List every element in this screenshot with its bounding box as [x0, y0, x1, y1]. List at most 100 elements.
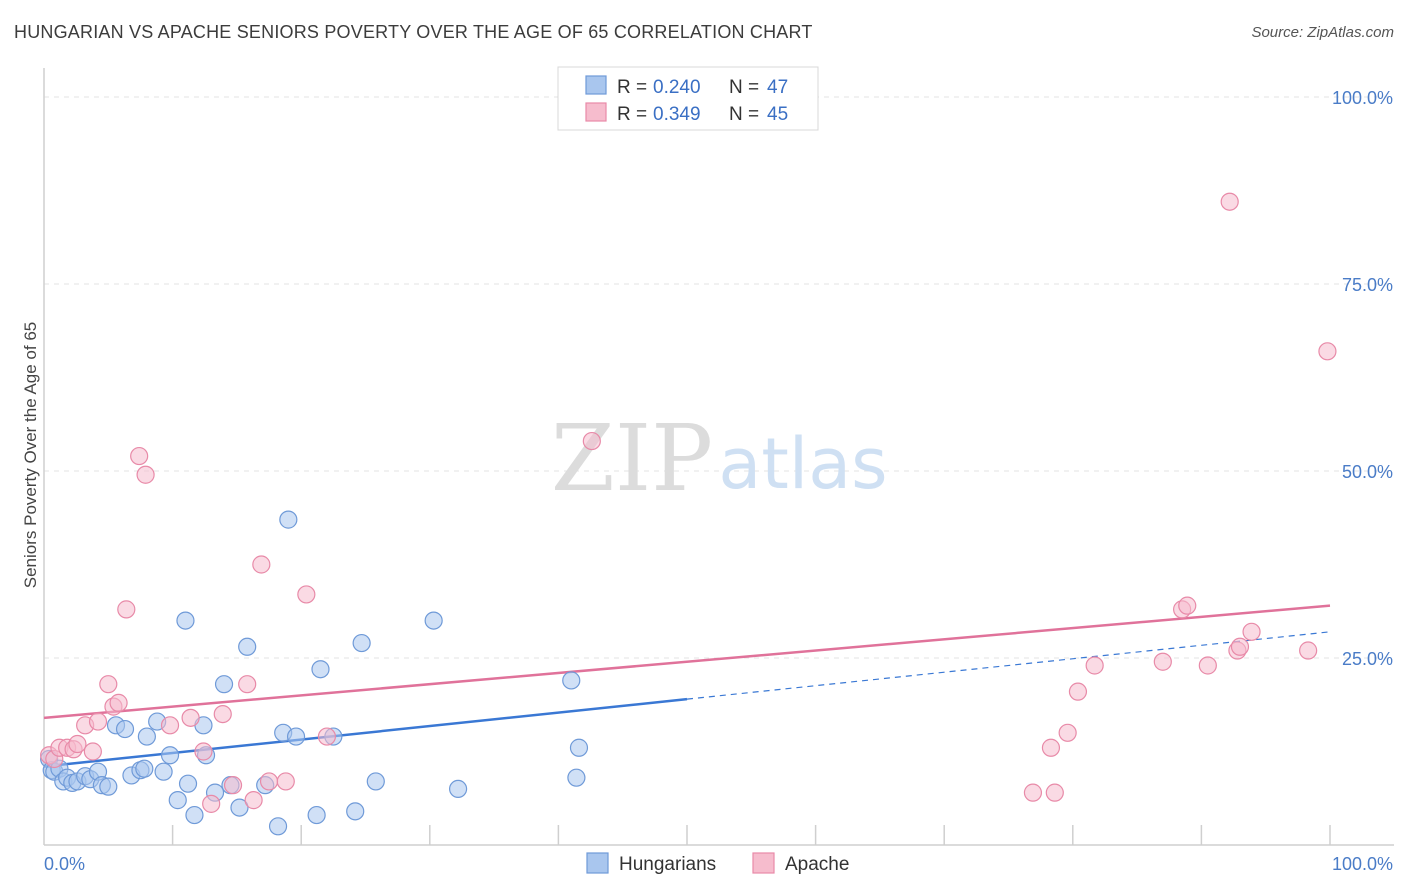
legend-r-label: R = [617, 77, 647, 98]
hungarians-point [307, 805, 326, 825]
apache-point [317, 727, 337, 746]
legend-r-value: 0.240 [653, 77, 701, 98]
legend-n-label: N = [729, 77, 759, 98]
apache-point [1153, 652, 1172, 671]
y-tick-label: 100.0% [1332, 88, 1393, 108]
hungarians-bottom-legend-swatch [586, 852, 609, 874]
apache-point [223, 776, 243, 795]
legend-n-value: 47 [767, 77, 788, 98]
hungarians-point [268, 817, 288, 836]
apache-point [1299, 641, 1318, 660]
legend-r-value: 0.349 [653, 104, 701, 125]
apache-point [130, 446, 149, 466]
hungarians-point [346, 802, 365, 821]
apache-point [213, 704, 232, 724]
hungarians-point [366, 772, 385, 791]
hungarians-point [135, 759, 154, 778]
hungarians-point [99, 777, 118, 796]
apache-point [259, 772, 279, 791]
apache-bottom-legend-label: Apache [785, 854, 849, 875]
y-tick-label: 25.0% [1342, 649, 1393, 669]
apache-point [1058, 723, 1077, 742]
apache-point [1198, 656, 1217, 675]
hungarians-point [562, 671, 581, 690]
grid-lines [44, 96, 1394, 659]
apache-point [1068, 682, 1088, 701]
hungarians-point [160, 746, 180, 765]
apache-legend-swatch [585, 102, 607, 122]
hungarians-point [567, 768, 586, 787]
legend-n-value: 45 [767, 104, 788, 125]
apache-point [244, 791, 263, 810]
legend: R = 0.240 N = 47 R = 0.349 N = 45 [557, 66, 819, 131]
trend-lines [43, 604, 1331, 768]
apache-point [83, 742, 102, 761]
hungarians-point [214, 675, 234, 694]
apache-point [297, 585, 316, 604]
apache-point [276, 772, 295, 791]
hungarians-legend-swatch [585, 75, 607, 95]
hungarians-point [286, 727, 306, 746]
apache-point [1230, 637, 1250, 656]
chart-title: HUNGARIAN VS APACHE SENIORS POVERTY OVER… [14, 22, 813, 42]
x-tick-labels: 0.0% 100.0% [44, 854, 1393, 874]
watermark: ZIP atlas [551, 405, 888, 512]
hungarians-point [279, 510, 298, 529]
apache-point [582, 431, 601, 451]
x-tick-label-max: 100.0% [1332, 854, 1393, 874]
apache-point [1041, 738, 1061, 757]
y-tick-label: 50.0% [1342, 462, 1393, 482]
hungarians-point [137, 727, 156, 746]
apache-point [1178, 596, 1197, 615]
apache-trend-line [43, 604, 1331, 720]
apache-point [1220, 192, 1239, 211]
hungarians-point [176, 611, 195, 630]
apache-point [202, 794, 221, 813]
apache-point [117, 600, 136, 619]
apache-point [1085, 656, 1104, 675]
x-tick-label-min: 0.0% [44, 854, 85, 874]
hungarians-point [230, 798, 249, 817]
apache-point [160, 716, 180, 735]
legend-r-label: R = [617, 104, 647, 125]
data-points [40, 192, 1337, 836]
hungarians-point [168, 791, 187, 810]
hungarians-point [178, 774, 198, 793]
hungarians-point [448, 779, 468, 799]
apache-point [1023, 783, 1043, 802]
bottom-legend: Hungarians Apache [586, 852, 849, 875]
apache-point [238, 675, 257, 694]
apache-point [88, 712, 108, 731]
hungarians-trend-extension [686, 631, 1331, 700]
apache-point [68, 734, 87, 754]
watermark-zip: ZIP [551, 405, 713, 512]
source-label: Source: ZipAtlas.com [1251, 24, 1394, 41]
y-tick-labels: 25.0% 50.0% 75.0% 100.0% [1332, 88, 1393, 669]
y-axis-label: Seniors Poverty Over the Age of 65 [21, 322, 40, 588]
hungarians-point [352, 633, 371, 653]
apache-point [1045, 783, 1064, 802]
hungarians-point [154, 762, 173, 781]
hungarians-point [311, 660, 330, 679]
apache-point [1318, 342, 1337, 361]
apache-point [181, 708, 200, 727]
apache-point [109, 693, 128, 712]
apache-point [194, 742, 213, 761]
watermark-atlas: atlas [718, 423, 887, 505]
apache-point [99, 675, 118, 694]
hungarians-point [115, 719, 135, 739]
hungarians-point [424, 611, 443, 630]
legend-n-label: N = [729, 104, 759, 125]
hungarians-point [569, 738, 589, 757]
hungarians-bottom-legend-label: Hungarians [619, 854, 716, 875]
apache-bottom-legend-swatch [752, 852, 775, 874]
apache-point [136, 465, 155, 484]
axes [43, 68, 1394, 846]
apache-point [1242, 622, 1261, 641]
hungarians-point [238, 637, 257, 656]
apache-point [252, 555, 271, 574]
hungarians-trend-line [43, 697, 688, 768]
y-tick-label: 75.0% [1342, 275, 1393, 295]
hungarians-point [185, 805, 204, 825]
